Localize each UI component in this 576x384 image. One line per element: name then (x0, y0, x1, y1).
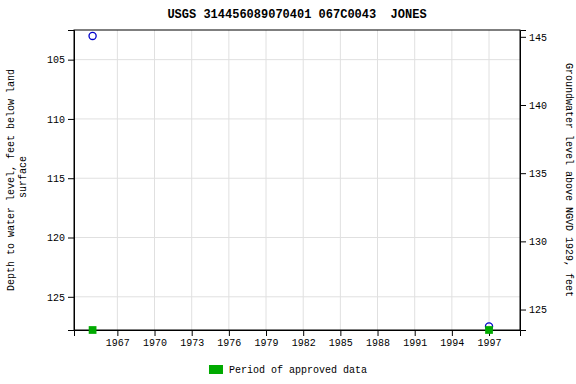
y-axis: 105 110 115 120 125 (47, 31, 75, 331)
tick-label: 125 (47, 292, 65, 303)
grid-line-y (74, 296, 520, 297)
edge-marks (89, 326, 493, 334)
tick-mark (415, 330, 416, 336)
tick-mark (68, 119, 74, 120)
tick-label: 1976 (217, 338, 241, 349)
tick-mark (155, 330, 156, 336)
square-marker (89, 326, 97, 334)
tick-label: 1973 (180, 338, 204, 349)
tick-label: 1970 (143, 338, 167, 349)
tick: 1976 (217, 330, 241, 349)
y2-axis: 125 130 135 140 145 (520, 31, 547, 331)
grid-line-x (303, 30, 304, 330)
tick-label: 1967 (106, 338, 130, 349)
tick: 1982 (292, 330, 316, 349)
tick-mark (68, 178, 74, 179)
tick-label: 120 (47, 233, 65, 244)
tick: 145 (520, 33, 547, 44)
tick-label: 115 (47, 174, 65, 185)
tick-mark (520, 310, 526, 311)
tick: 110 (47, 115, 74, 126)
tick-label: 1997 (478, 338, 502, 349)
point (89, 32, 96, 39)
tick-mark (520, 241, 526, 242)
tick-mark (378, 330, 379, 336)
grid-line-x (489, 30, 490, 330)
tick-mark (303, 330, 304, 336)
grid-line-x (191, 30, 192, 330)
title: USGS 314456089070401 067C0043 JONES (167, 8, 426, 22)
grid-line-x (228, 30, 229, 330)
tick: 130 (520, 237, 547, 248)
tick-mark (520, 173, 526, 174)
tick-label: 140 (529, 101, 547, 112)
tick-label: 145 (529, 33, 547, 44)
tick: 120 (47, 233, 74, 244)
axis-line (521, 31, 527, 331)
grid-line-x (377, 30, 378, 330)
tick: 1985 (329, 330, 353, 349)
tick: 125 (520, 305, 547, 316)
tick: 1991 (403, 330, 427, 349)
axis-line (68, 31, 75, 331)
tick-label: 105 (47, 55, 65, 66)
tick: 105 (47, 55, 74, 66)
tick-mark (452, 330, 453, 336)
tick-mark (68, 297, 74, 298)
tick: 140 (520, 101, 547, 112)
grid-line-y (74, 237, 520, 238)
tick-label: 1988 (366, 338, 390, 349)
plot-area (89, 32, 493, 330)
tick-mark (266, 330, 267, 336)
tick: 1970 (143, 330, 167, 349)
grid-line-x (414, 30, 415, 330)
tick-mark (340, 330, 341, 336)
tick-label: 110 (47, 115, 65, 126)
tick-mark (117, 330, 118, 336)
tick: 1979 (255, 330, 279, 349)
legend-swatch (209, 365, 223, 374)
tick-label: 1982 (292, 338, 316, 349)
y-axis-title: Depth to water level, feet below land su… (6, 69, 29, 291)
tick: 1988 (366, 330, 390, 349)
tick: 135 (520, 169, 547, 180)
axis-line (75, 331, 521, 337)
tick-mark (520, 105, 526, 106)
tick-label: 1994 (440, 338, 464, 349)
tick: 1973 (180, 330, 204, 349)
tick-label: 1979 (255, 338, 279, 349)
legend-item: Period of approved data (209, 365, 367, 376)
y2-axis-title: Groundwater level above NGVD 1929, feet (563, 63, 574, 297)
grid (74, 30, 520, 330)
tick: 125 (47, 292, 74, 303)
tick-mark (68, 238, 74, 239)
tick-mark (192, 330, 193, 336)
tick: 1994 (440, 330, 464, 349)
tick: 115 (47, 174, 74, 185)
tick-label: 130 (529, 237, 547, 248)
tick-mark (229, 330, 230, 336)
grid-line-x (117, 30, 118, 330)
tick-label: 135 (529, 169, 547, 180)
tick: 1967 (106, 330, 130, 349)
grid-line-x (266, 30, 267, 330)
tick-mark (520, 37, 526, 38)
x-axis: 1967 1970 1973 1976 1979 1982 1985 1988 1991 1994… (75, 330, 521, 349)
grid-line-x (451, 30, 452, 330)
grid-line-x (340, 30, 341, 330)
chart: 1967 1970 1973 1976 1979 1982 1985 1988 1991 1994… (0, 0, 576, 384)
square-marker (485, 326, 493, 334)
tick-mark (68, 60, 74, 61)
tick-label: 1985 (329, 338, 353, 349)
legend: Period of approved data (209, 365, 367, 376)
grid-line-y (74, 178, 520, 179)
legend-label: Period of approved data (229, 365, 367, 376)
grid-line-x (154, 30, 155, 330)
plot-frame (74, 30, 520, 330)
grid-line-y (74, 59, 520, 60)
tick-label: 125 (529, 305, 547, 316)
grid-line-y (74, 118, 520, 119)
tick-label: 1991 (403, 338, 427, 349)
